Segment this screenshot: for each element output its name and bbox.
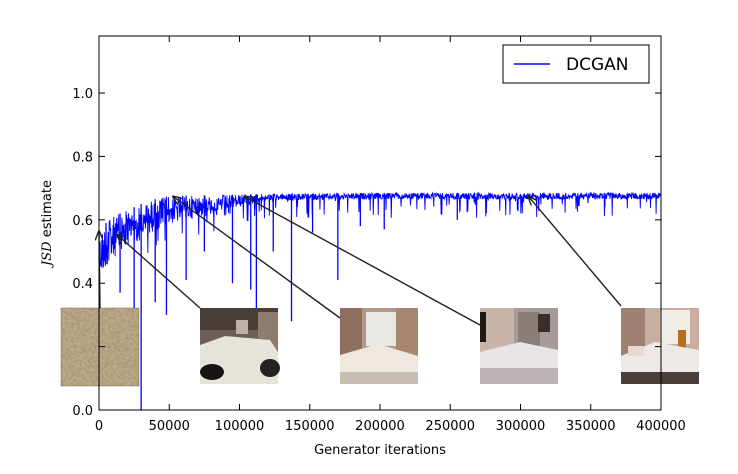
x-tick-label: 150000 [285,419,335,434]
x-axis-title: Generator iterations [314,443,446,458]
x-tick-label: 250000 [425,419,475,434]
y-tick-label: 0.8 [72,150,93,165]
y-tick-label: 1.0 [72,87,93,102]
x-tick-label: 200000 [355,419,405,434]
x-tick-label: 400000 [636,419,686,434]
sample-image-bedroom-1 [340,308,418,384]
x-tick-label: 300000 [496,419,546,434]
legend: DCGAN [502,44,650,84]
x-tick-label: 50000 [149,419,190,434]
annotation-arrow-sample-3 [245,196,481,326]
legend-label-dcgan: DCGAN [566,55,628,75]
y-axis-title-math: JSD [40,241,55,269]
annotation-arrow-sample-4 [529,196,622,307]
x-tick-label: 350000 [566,419,616,434]
x-tick-label: 100000 [215,419,265,434]
y-tick-label: 0.0 [72,404,93,419]
x-tick-label: 0 [95,419,103,434]
sample-image-noise [60,307,140,387]
y-axis-title: JSD estimate [40,180,55,269]
sample-image-early-room [200,308,280,384]
sample-image-bedroom-3 [621,308,699,384]
y-tick-label: 0.4 [72,277,93,292]
axis-ticks: 0 50000 100000 150000 200000 250000 300000 3500… [72,36,686,434]
annotation-arrow-sample-1 [117,235,201,309]
y-tick-label: 0.6 [72,214,93,229]
y-axis-title-rest: estimate [40,180,55,241]
sample-image-bedroom-2 [480,308,558,384]
series-line-dcgan [98,191,662,269]
sample-thumbnails [60,307,699,387]
annotation-arrow-sample-2 [173,196,341,319]
